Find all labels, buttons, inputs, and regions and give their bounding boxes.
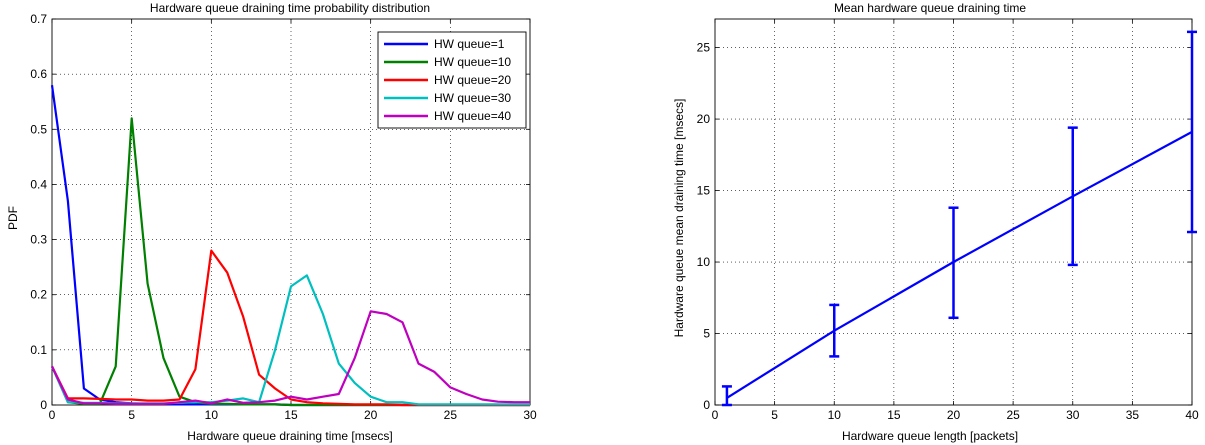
- y-tick-label: 0: [40, 398, 47, 412]
- y-tick-label: 15: [697, 184, 711, 198]
- y-tick-label: 0.1: [30, 343, 47, 357]
- y-tick-label: 0: [703, 398, 710, 412]
- legend-entry: HW queue=1: [434, 37, 505, 51]
- x-tick-label: 25: [444, 408, 458, 422]
- pdf-chart: Hardware queue draining time probability…: [6, 1, 537, 443]
- x-tick-label: 0: [49, 408, 56, 422]
- axes: 0 5 10 15 20 25 30 35 40 0 5 10 15 20 25: [697, 18, 1199, 422]
- x-axis-label: Hardware queue draining time [msecs]: [187, 429, 392, 443]
- mean-line: [726, 130, 1193, 399]
- y-axis-label: PDF: [6, 206, 20, 230]
- y-tick-label: 25: [697, 41, 711, 55]
- x-tick-label: 10: [205, 408, 219, 422]
- x-axis-label: Hardware queue length [packets]: [842, 429, 1018, 443]
- y-axis-label: Hardware queue mean draining time [msecs…: [672, 99, 686, 338]
- x-tick-label: 10: [828, 408, 842, 422]
- series-lines: [50, 85, 530, 407]
- x-tick-label: 40: [1185, 408, 1199, 422]
- x-tick-label: 0: [712, 408, 719, 422]
- x-tick-label: 30: [1066, 408, 1080, 422]
- x-tick-label: 20: [364, 408, 378, 422]
- x-tick-label: 25: [1006, 408, 1020, 422]
- error-bars: [721, 30, 1197, 407]
- y-tick-label: 0.3: [30, 233, 47, 247]
- mean-chart: Mean hardware queue draining time 0 5 10 15…: [672, 1, 1199, 443]
- legend: HW queue=1 HW queue=10 HW queue=20 HW queue…: [377, 31, 527, 129]
- x-tick-label: 5: [128, 408, 135, 422]
- chart-title: Hardware queue draining time probability…: [150, 1, 430, 15]
- y-tick-label: 0.5: [30, 122, 47, 136]
- x-tick-label: 15: [284, 408, 298, 422]
- x-tick-label: 35: [1126, 408, 1140, 422]
- series-line: [50, 117, 530, 407]
- x-tick-label: 5: [771, 408, 778, 422]
- legend-entry: HW queue=40: [434, 109, 511, 123]
- y-tick-label: 5: [703, 327, 710, 341]
- x-tick-label: 30: [523, 408, 537, 422]
- chart-title: Mean hardware queue draining time: [834, 1, 1026, 15]
- y-tick-label: 0.6: [30, 67, 47, 81]
- x-tick-label: 15: [887, 408, 901, 422]
- x-tick-label: 20: [947, 408, 961, 422]
- y-tick-label: 0.2: [30, 288, 47, 302]
- y-tick-label: 0.7: [30, 12, 47, 26]
- y-tick-label: 20: [697, 112, 711, 126]
- y-tick-label: 10: [697, 255, 711, 269]
- legend-entry: HW queue=10: [434, 55, 511, 69]
- series-line: [51, 310, 530, 405]
- grid: [52, 19, 530, 405]
- legend-entry: HW queue=20: [434, 73, 511, 87]
- y-tick-label: 0.4: [30, 177, 47, 191]
- legend-entry: HW queue=30: [434, 91, 511, 105]
- grid: [715, 19, 1192, 405]
- series-lines: [726, 130, 1193, 399]
